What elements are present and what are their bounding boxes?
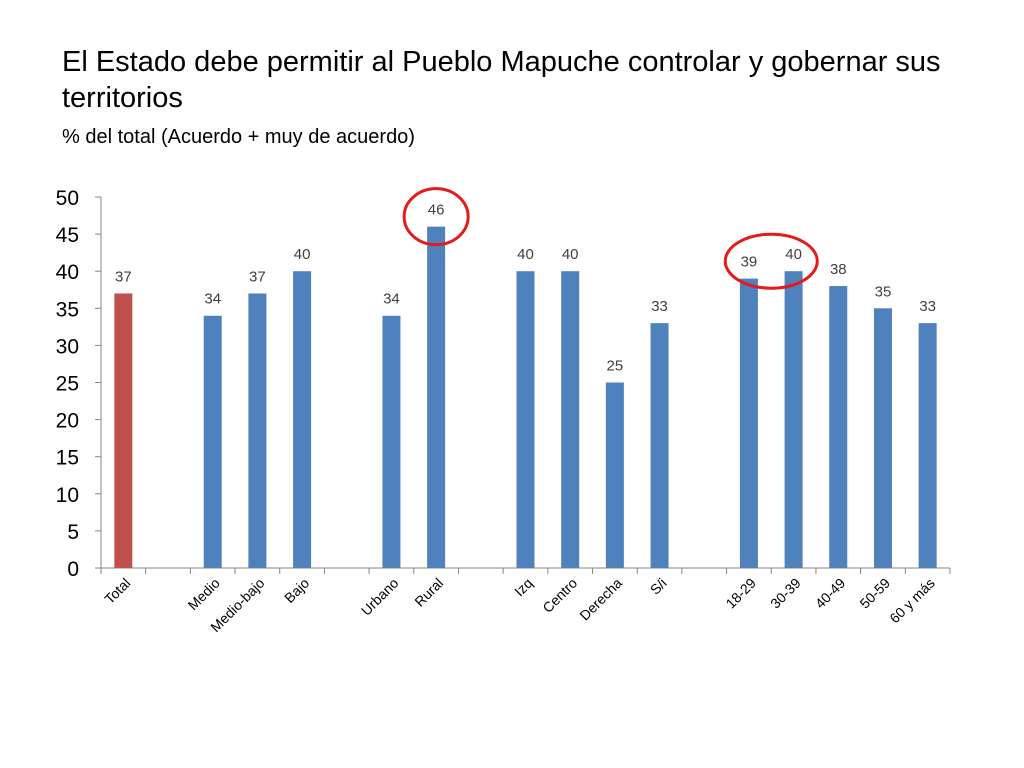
bar bbox=[516, 271, 535, 568]
data-label: 34 bbox=[204, 291, 221, 308]
x-tick-label: Bajo bbox=[281, 575, 312, 606]
y-tick-label: 50 bbox=[56, 187, 79, 210]
data-label: 34 bbox=[383, 291, 400, 308]
y-tick-label: 0 bbox=[67, 558, 79, 581]
data-label: 37 bbox=[115, 268, 132, 285]
x-tick-label: Total bbox=[101, 575, 133, 607]
data-label: 35 bbox=[875, 283, 892, 300]
bar bbox=[873, 308, 892, 568]
x-tick-label: Rural bbox=[411, 575, 446, 610]
data-label: 46 bbox=[428, 202, 445, 219]
bar bbox=[650, 323, 669, 568]
data-label: 40 bbox=[785, 246, 802, 263]
y-tick-label: 30 bbox=[56, 335, 79, 358]
bar bbox=[382, 315, 401, 568]
x-tick-label: 50-59 bbox=[856, 575, 893, 612]
x-tick-label: Urbano bbox=[358, 575, 402, 619]
x-tick-label: 40-49 bbox=[812, 575, 849, 612]
data-label: 25 bbox=[607, 358, 624, 375]
data-label: 33 bbox=[919, 298, 936, 315]
highlight-circle bbox=[402, 187, 470, 247]
data-label: 40 bbox=[294, 246, 311, 263]
x-tick-label: 60 y más bbox=[886, 575, 937, 626]
x-tick-label: S/i bbox=[647, 575, 670, 598]
y-tick-label: 10 bbox=[56, 484, 79, 507]
x-tick-label: Medio bbox=[185, 575, 223, 613]
y-tick-label: 45 bbox=[56, 224, 79, 247]
bar bbox=[784, 271, 803, 568]
x-tick-label: Centro bbox=[539, 575, 580, 616]
bar bbox=[248, 293, 267, 568]
data-label: 40 bbox=[562, 246, 579, 263]
y-tick-label: 15 bbox=[56, 447, 79, 470]
y-tick-label: 40 bbox=[56, 261, 79, 284]
bar bbox=[203, 315, 222, 568]
data-label: 33 bbox=[651, 298, 668, 315]
bar bbox=[293, 271, 312, 568]
y-tick-label: 20 bbox=[56, 410, 79, 433]
y-tick-label: 35 bbox=[56, 298, 79, 321]
x-tick-label: Derecha bbox=[576, 575, 625, 624]
highlight-circle bbox=[723, 232, 819, 290]
x-tick-label: 30-39 bbox=[767, 575, 804, 612]
bar bbox=[918, 323, 937, 568]
bar bbox=[427, 226, 446, 568]
data-label: 40 bbox=[517, 246, 534, 263]
bar bbox=[561, 271, 580, 568]
data-label: 39 bbox=[741, 254, 758, 271]
bar bbox=[114, 293, 133, 568]
chart-subtitle: % del total (Acuerdo + muy de acuerdo) bbox=[62, 126, 415, 148]
data-label: 37 bbox=[249, 268, 266, 285]
y-tick-label: 25 bbox=[56, 373, 79, 396]
bar bbox=[739, 278, 758, 568]
chart-title: El Estado debe permitir al Pueblo Mapuch… bbox=[62, 46, 941, 114]
bar bbox=[829, 286, 848, 568]
x-tick-label: 18-29 bbox=[722, 575, 759, 612]
data-label: 38 bbox=[830, 261, 847, 278]
y-tick-label: 5 bbox=[67, 521, 79, 544]
bar bbox=[605, 382, 624, 568]
x-tick-label: Izq bbox=[511, 575, 536, 600]
